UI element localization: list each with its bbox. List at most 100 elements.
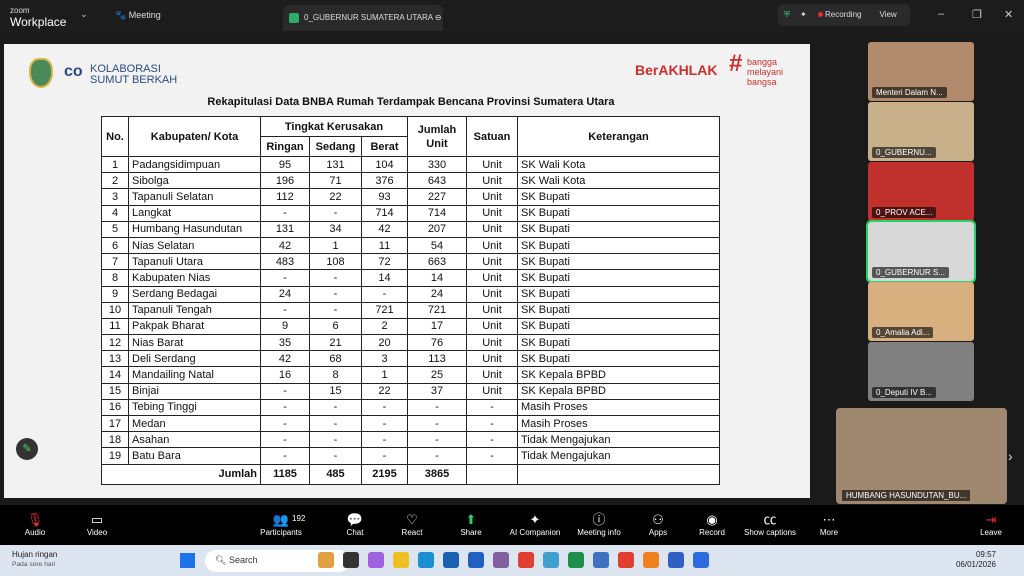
cell-satuan: Unit [466, 220, 518, 238]
cell-kabupaten: Tapanuli Tengah [128, 301, 261, 319]
store-icon[interactable] [443, 552, 459, 568]
chat-button[interactable]: 💬 Chat [347, 511, 364, 537]
excel-icon[interactable] [568, 552, 584, 568]
share-button[interactable]: ⬆ Share [460, 511, 481, 537]
participants-icon: 👥 [272, 512, 290, 527]
minimize-icon[interactable]: – [938, 8, 945, 20]
participant-tile[interactable]: 0_Amalia Adi... [868, 282, 974, 341]
notepad-icon[interactable] [593, 552, 609, 568]
close-icon[interactable]: ✕ [1004, 9, 1014, 21]
table-row: 7 Tapanuli Utara 483 108 72 663 Unit SK Bupati [101, 253, 720, 271]
copilot-icon[interactable] [368, 552, 384, 568]
cell-jumlah: 643 [407, 172, 467, 190]
button-label: Video [86, 528, 108, 537]
cell-sedang: 68 [309, 350, 362, 368]
header-satuan: Satuan [466, 116, 518, 157]
participant-tile[interactable]: 0_PROV ACE... [868, 162, 974, 221]
total-satuan [466, 463, 518, 485]
participant-name: Menteri Dalam N... [872, 87, 947, 98]
app-icon[interactable] [543, 552, 559, 568]
chrome-icon[interactable] [618, 552, 634, 568]
cell-berat: 72 [361, 253, 408, 271]
cell-keterangan: Masih Proses [517, 398, 720, 417]
annotate-pencil-icon[interactable]: ✎ [16, 438, 38, 460]
cell-jumlah: 721 [407, 301, 467, 319]
chevron-right-icon[interactable]: › [1008, 448, 1013, 464]
chevron-down-icon[interactable]: ⌄ [80, 9, 88, 19]
view-button[interactable]: View [879, 10, 897, 19]
table-row: 17 Medan - - - - - Masih Proses [101, 414, 720, 433]
more-button[interactable]: ⋯ More [820, 511, 838, 537]
cell-row-no: 3 [101, 188, 129, 206]
cell-sedang: - [309, 398, 362, 417]
table-row: 16 Tebing Tinggi - - - - - Masih Proses [101, 398, 720, 417]
cell-row-no: 18 [101, 431, 129, 449]
table-row: 18 Asahan - - - - - Tidak Mengajukan [101, 431, 720, 449]
photos-icon[interactable] [668, 552, 684, 568]
cell-ringan: 42 [260, 236, 310, 255]
cell-keterangan: SK Wali Kota [517, 155, 720, 174]
edge-icon[interactable] [418, 552, 434, 568]
header-jumlah: Jumlah Unit [407, 116, 467, 157]
ai-button[interactable]: ✦ AI Companion [510, 511, 561, 537]
zoom-logo: zoom Workplace [10, 6, 67, 29]
react-button[interactable]: ♡ React [402, 511, 423, 537]
app-icon[interactable] [493, 552, 509, 568]
total-berat: 2195 [361, 463, 408, 485]
table-row: 19 Batu Bara - - - - - Tidak Mengajukan [101, 447, 720, 465]
cell-ringan: - [260, 398, 310, 417]
cell-row-no: 6 [101, 236, 129, 255]
tab-active-share[interactable]: 0_GUBERNUR SUMATERA UTARA ⊖ [283, 5, 443, 31]
leave-button[interactable]: ⇥ Leave [980, 511, 1002, 537]
cell-ringan: 95 [260, 155, 310, 174]
participant-tile[interactable]: 0_Deputi IV B... [868, 342, 974, 401]
damage-table: No. Kabupaten/ Kota Tingkat Kerusakan Ju… [101, 116, 720, 485]
cell-kabupaten: Medan [128, 414, 261, 433]
participant-tile[interactable]: Menteri Dalam N... [868, 42, 974, 101]
cell-berat: 11 [361, 236, 408, 255]
weather-widget[interactable]: Hujan ringan Pada sore hari [12, 550, 58, 568]
file-explorer-icon[interactable] [393, 552, 409, 568]
taskbar-search[interactable]: 🔍︎ Search [205, 550, 350, 572]
province-emblem-logo [29, 58, 53, 88]
widgets-icon[interactable] [318, 552, 334, 568]
cell-row-no: 12 [101, 334, 129, 352]
cell-row-no: 2 [101, 172, 129, 190]
info-button[interactable]: ⓘ Meeting info [577, 511, 621, 537]
participant-tile[interactable]: 0_GUBERNUR S... [866, 220, 976, 283]
table-row: 4 Langkat - -714 714 Unit SK Bupati [101, 204, 720, 222]
chrome-icon[interactable] [518, 552, 534, 568]
cell-row-no: 19 [101, 447, 129, 465]
cell-row-no: 13 [101, 350, 129, 368]
cell-ringan: 112 [260, 188, 310, 206]
spotlight-video[interactable]: HUMBANG HASUNDUTAN_BU... [836, 408, 1007, 504]
button-label: AI Companion [509, 528, 561, 537]
record-button[interactable]: ◉ Record [699, 511, 725, 537]
maximize-icon[interactable]: ❐ [972, 9, 982, 21]
header-tingkat: Tingkat Kerusakan [260, 116, 408, 137]
more-options-icon[interactable]: ⊖ [434, 13, 442, 23]
cell-kabupaten: Pakpak Bharat [128, 317, 261, 336]
cell-berat: - [361, 431, 408, 449]
app-icon[interactable] [468, 552, 484, 568]
meeting-toolbar: 🎙 Audio ▭ Video 👥 Participants 💬 Chat ♡ React ⬆ Sha… [0, 505, 1024, 545]
participant-tile[interactable]: 0_GUBERNU... [868, 102, 974, 161]
meeting-menu[interactable]: 🐾 Meeting [115, 10, 161, 20]
button-label: Apps [648, 528, 668, 537]
participants-button[interactable]: 👥 Participants [260, 511, 302, 537]
windows-start-icon[interactable] [180, 553, 195, 568]
task-view-icon[interactable] [343, 552, 359, 568]
total-label: Jumlah [101, 463, 261, 485]
audio-button[interactable]: 🎙 Audio [25, 511, 45, 537]
video-button[interactable]: ▭ Video [87, 511, 107, 537]
chrome-icon[interactable] [643, 552, 659, 568]
recording-status[interactable]: ⛨ ✦ Recording View [778, 4, 910, 26]
cell-satuan: Unit [466, 172, 518, 190]
apps-button[interactable]: ⚇ Apps [649, 511, 667, 537]
cell-kabupaten: Serdang Bedagai [128, 285, 261, 303]
captions-button[interactable]: ㏄ Show captions [744, 511, 796, 537]
total-row: Jumlah 1185 485 2195 3865 [101, 463, 720, 485]
zoom-icon[interactable] [693, 552, 709, 568]
clock[interactable]: 09:57 06/01/2026 [955, 550, 996, 569]
table-row: 2 Sibolga 196 71 376 643 Unit SK Wali Kota [101, 172, 720, 190]
